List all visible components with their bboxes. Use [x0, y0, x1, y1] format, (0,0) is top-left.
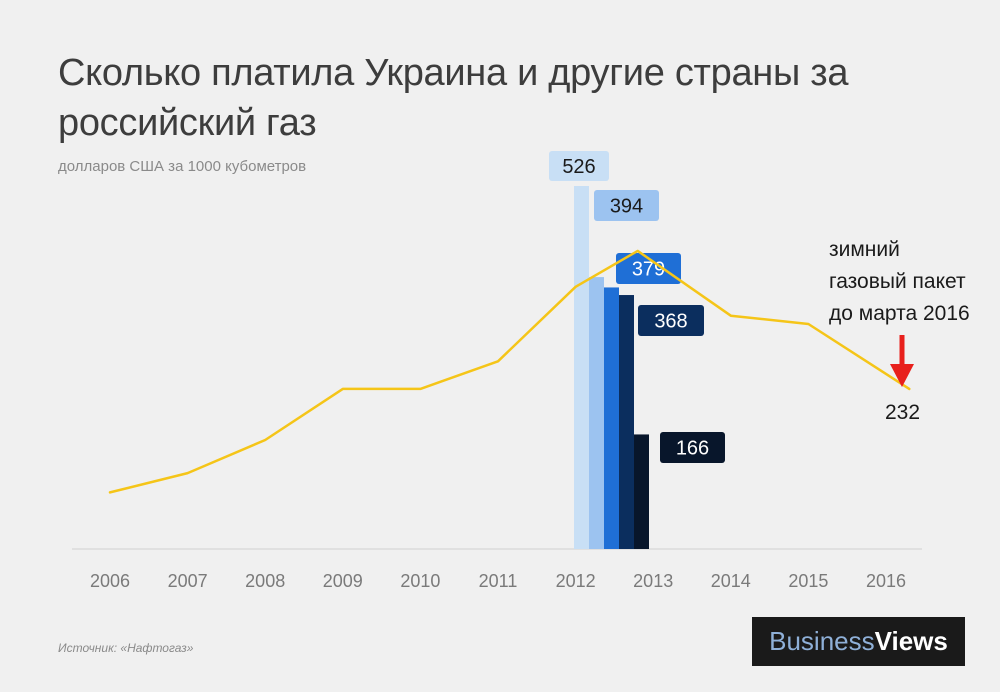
series-line — [108, 249, 911, 494]
chart-subtitle: долларов США за 1000 кубометров — [58, 158, 307, 175]
bar-value-label-box — [660, 432, 725, 463]
chart-title: Сколько платила Украина и другие страны … — [58, 52, 849, 144]
bar — [574, 186, 589, 549]
bar — [604, 287, 619, 549]
bar-value-label: 526 — [562, 156, 595, 178]
x-tick-label: 2013 — [633, 571, 673, 591]
bar — [589, 277, 604, 549]
bar — [634, 434, 649, 549]
bar-value-label: 379 — [632, 259, 665, 281]
bar-value-label-box — [638, 305, 704, 336]
red-arrow-head — [890, 364, 914, 387]
bar — [619, 295, 634, 549]
bar-value-label: 368 — [654, 311, 687, 333]
annotation-text: до марта 2016 — [829, 302, 970, 325]
source-note: Источник: «Нафтогаз» — [58, 641, 194, 655]
bar-value-label: 394 — [610, 196, 643, 218]
x-tick-label: 2008 — [245, 571, 285, 591]
x-tick-label: 2014 — [711, 571, 751, 591]
bar-value-label-box — [616, 253, 681, 284]
x-tick-label: 2011 — [479, 571, 518, 591]
logo-part1: Business — [769, 626, 875, 656]
x-tick-label: 2010 — [400, 571, 440, 591]
end-value-label: 232 — [885, 401, 920, 424]
x-tick-label: 2015 — [788, 571, 828, 591]
x-tick-label: 2009 — [323, 571, 363, 591]
x-tick-label: 2012 — [556, 571, 596, 591]
x-tick-label: 2006 — [90, 571, 130, 591]
annotation-text: газовый пакет — [829, 270, 966, 293]
annotation-text: зимний — [829, 238, 900, 261]
x-tick-label: 2007 — [168, 571, 208, 591]
bar-value-label: 166 — [676, 438, 709, 460]
x-tick-label: 2016 — [866, 571, 906, 591]
bar-value-label-box — [549, 151, 609, 181]
logo-part2: Views — [874, 626, 948, 656]
bar-value-label-box — [594, 190, 659, 221]
businessviews-logo: BusinessViews — [752, 617, 965, 666]
